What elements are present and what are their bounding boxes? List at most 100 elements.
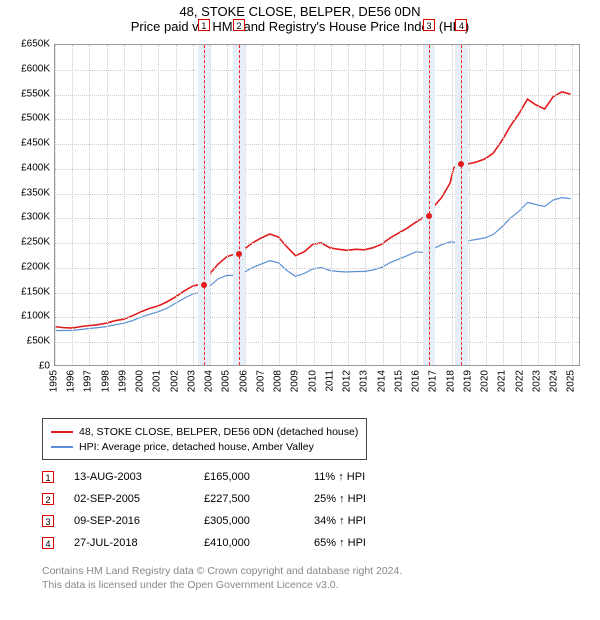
vgrid [348,45,349,365]
x-tick-label: 2009 [290,370,301,392]
sale-line [429,45,430,365]
hgrid [55,194,579,195]
x-tick-label: 2007 [255,370,266,392]
sales-row-pct: 11% ↑ HPI [314,471,414,483]
x-tick-label: 1997 [83,370,94,392]
sale-line [204,45,205,365]
hgrid [55,169,579,170]
sales-row-price: £165,000 [204,471,314,483]
hgrid [55,119,579,120]
x-tick-label: 2003 [186,370,197,392]
vgrid [55,45,56,365]
y-tick-label: £450K [8,138,50,149]
hgrid [55,218,579,219]
x-tick-label: 2018 [445,370,456,392]
sales-row-num: 1 [42,471,54,483]
sale-dot [236,251,242,257]
y-tick-label: £0 [8,361,50,372]
x-tick-label: 2006 [238,370,249,392]
x-tick-label: 2022 [514,370,525,392]
footer-line2: This data is licensed under the Open Gov… [42,578,402,592]
vgrid [538,45,539,365]
chart-wrap: 1234 £0£50K£100K£150K£200K£250K£300K£350… [10,44,590,409]
vgrid [572,45,573,365]
x-tick-label: 2024 [549,370,560,392]
vgrid [383,45,384,365]
vgrid [417,45,418,365]
y-tick-label: £600K [8,63,50,74]
legend: 48, STOKE CLOSE, BELPER, DE56 0DN (detac… [42,418,367,460]
sale-line [239,45,240,365]
x-tick-label: 2023 [531,370,542,392]
y-tick-label: £350K [8,187,50,198]
sale-number-marker: 3 [423,19,435,31]
sales-table-row: 427-JUL-2018£410,00065% ↑ HPI [42,532,414,554]
vgrid [89,45,90,365]
sale-dot [458,161,464,167]
sales-row-date: 09-SEP-2016 [74,515,204,527]
x-tick-label: 2008 [273,370,284,392]
vgrid [400,45,401,365]
hgrid [55,293,579,294]
vgrid [227,45,228,365]
sale-dot [426,213,432,219]
vgrid [158,45,159,365]
y-tick-label: £500K [8,113,50,124]
legend-swatch-hpi [51,446,73,448]
sales-row-num: 3 [42,515,54,527]
vgrid [141,45,142,365]
x-tick-label: 2002 [169,370,180,392]
x-tick-label: 2013 [359,370,370,392]
y-tick-label: £300K [8,212,50,223]
sale-line [461,45,462,365]
vgrid [365,45,366,365]
hgrid [55,95,579,96]
x-tick-label: 1998 [100,370,111,392]
legend-label-property: 48, STOKE CLOSE, BELPER, DE56 0DN (detac… [79,426,358,438]
y-tick-label: £550K [8,88,50,99]
y-tick-label: £400K [8,162,50,173]
sales-row-pct: 25% ↑ HPI [314,493,414,505]
legend-row-property: 48, STOKE CLOSE, BELPER, DE56 0DN (detac… [51,424,358,439]
x-tick-label: 2011 [324,370,335,392]
sales-row-price: £410,000 [204,537,314,549]
x-tick-label: 2015 [393,370,404,392]
chart-title-sub: Price paid vs. HM Land Registry's House … [0,19,600,34]
chart-title-block: 48, STOKE CLOSE, BELPER, DE56 0DN Price … [0,0,600,34]
sales-row-date: 27-JUL-2018 [74,537,204,549]
vgrid [469,45,470,365]
y-tick-label: £200K [8,261,50,272]
sales-row-pct: 65% ↑ HPI [314,537,414,549]
sales-table-row: 3 09-SEP-2016£305,00034% ↑ HPI [42,510,414,532]
vgrid [314,45,315,365]
sales-row-date: 02-SEP-2005 [74,493,204,505]
x-tick-label: 2017 [428,370,439,392]
sales-row-pct: 34% ↑ HPI [314,515,414,527]
chart-title-address: 48, STOKE CLOSE, BELPER, DE56 0DN [0,4,600,19]
vgrid [279,45,280,365]
x-tick-label: 2025 [566,370,577,392]
x-tick-label: 2004 [204,370,215,392]
sales-table-row: 202-SEP-2005£227,50025% ↑ HPI [42,488,414,510]
x-tick-label: 1999 [117,370,128,392]
y-tick-label: £100K [8,311,50,322]
vgrid [72,45,73,365]
vgrid [262,45,263,365]
vgrid [176,45,177,365]
x-tick-label: 2014 [376,370,387,392]
vgrid [521,45,522,365]
vgrid [124,45,125,365]
sales-table-row: 113-AUG-2003£165,00011% ↑ HPI [42,466,414,488]
x-tick-label: 2012 [342,370,353,392]
plot-area: 1234 [54,44,580,366]
vgrid [555,45,556,365]
hgrid [55,70,579,71]
sales-row-price: £305,000 [204,515,314,527]
footer: Contains HM Land Registry data © Crown c… [42,564,402,592]
x-tick-label: 2020 [480,370,491,392]
sales-row-price: £227,500 [204,493,314,505]
vgrid [486,45,487,365]
hgrid [55,243,579,244]
hgrid [55,268,579,269]
sale-number-marker: 4 [455,19,467,31]
